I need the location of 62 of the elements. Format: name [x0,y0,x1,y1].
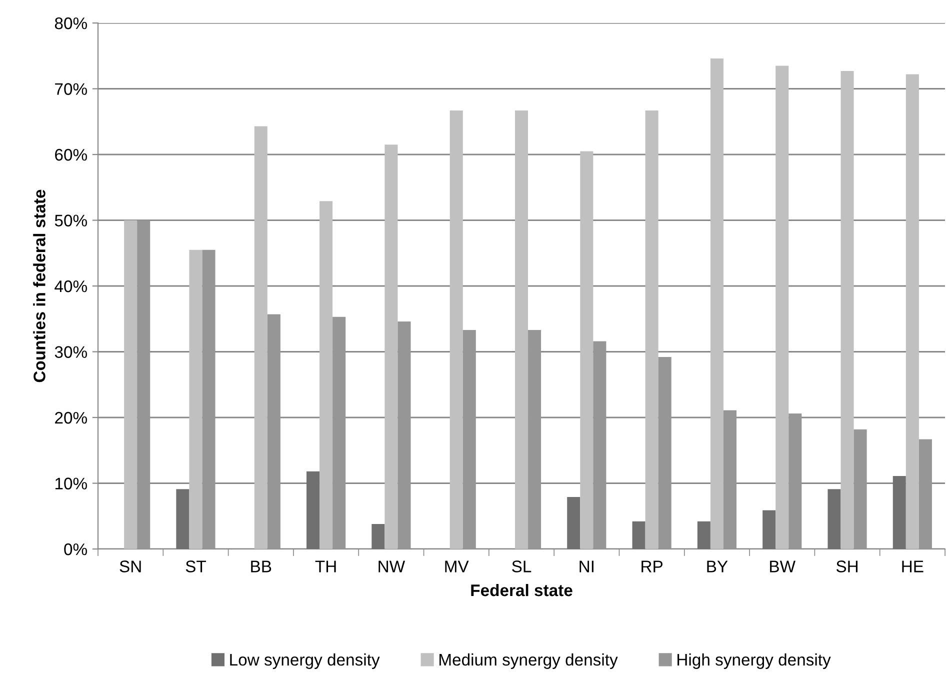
y-tick-label: 0% [64,543,87,556]
y-tick-label: 20% [55,412,87,424]
x-tick-label: BB [251,560,272,572]
bar [906,74,919,549]
bar [840,70,854,549]
bar [658,357,672,549]
bar [254,126,268,549]
bar [567,497,580,549]
x-tick-label: NI [580,560,594,572]
bar [723,410,737,549]
bar [398,322,411,549]
bar [892,476,906,549]
y-tick-label: 70% [55,83,87,95]
x-tick-label: ST [186,560,206,572]
legend-label: High synergy density [678,653,831,669]
bar [462,330,476,549]
x-tick-label: MV [445,560,469,572]
bar [632,521,646,549]
x-tick-label: SN [120,560,141,572]
bar [776,66,789,549]
bar [332,316,346,549]
bar [137,220,150,549]
bar [762,510,776,549]
x-tick-label: TH [315,560,336,572]
bar [267,314,280,549]
bar [384,144,398,549]
bar [710,58,724,549]
x-tick-label: RP [642,560,663,572]
x-tick-label: SL [512,560,532,572]
bar [124,220,138,549]
x-tick-label: NW [378,560,406,572]
bar [918,439,932,549]
legend-label: Medium synergy density [440,653,618,669]
bar [176,489,190,549]
bar [202,250,216,549]
bar [306,471,320,549]
bar [593,341,606,549]
bar [828,489,841,549]
bar [528,330,542,549]
bar [697,521,710,549]
y-tick-label: 40% [54,280,87,292]
bar [788,414,802,549]
y-tick-label: 10% [55,478,87,490]
bar [189,250,202,549]
bar [854,429,867,549]
bar [645,110,658,549]
x-axis-title: Federal state [471,584,572,596]
bar [514,110,528,549]
y-tick-label: 80% [54,17,87,30]
bar [320,201,333,549]
y-axis-title: Counties in federal state [33,190,46,382]
y-tick-label: 50% [54,214,87,226]
x-tick-label: SH [836,560,858,572]
bar [580,151,594,549]
y-tick-label: 60% [55,148,87,161]
x-tick-label: BY [707,560,728,572]
x-tick-label: HE [902,560,924,572]
bar [450,110,463,549]
y-tick-label: 30% [54,346,87,358]
legend-label: Low synergy density [230,653,380,669]
bar [372,524,385,549]
x-tick-label: BW [770,560,796,572]
